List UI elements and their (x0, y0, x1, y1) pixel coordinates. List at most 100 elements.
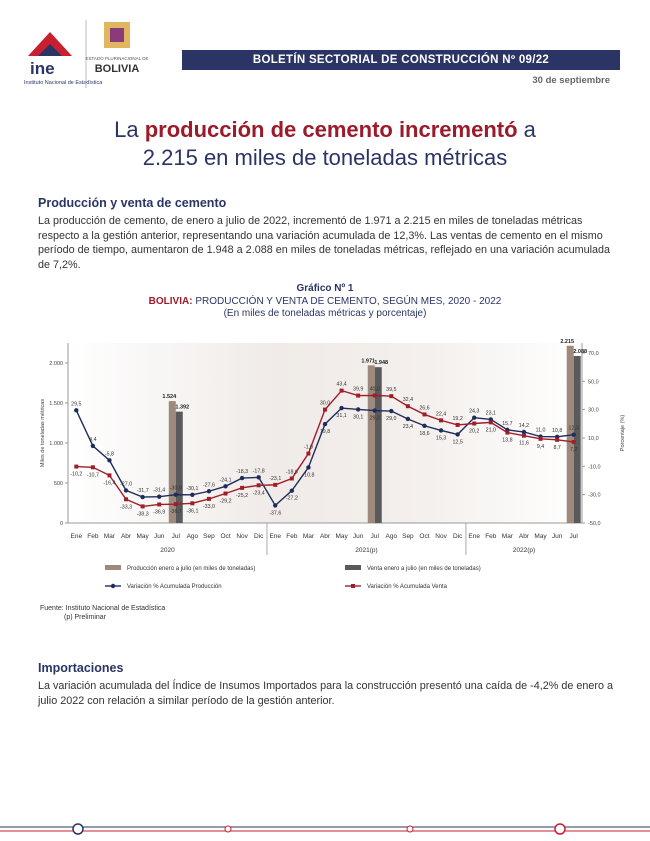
line-label: 43,4 (336, 382, 346, 388)
line-marker (389, 408, 394, 414)
x-tick-label: Ago (187, 533, 199, 540)
line-label: 22,4 (436, 411, 446, 417)
line-marker (107, 458, 112, 463)
bar (566, 345, 574, 523)
line-marker (405, 404, 410, 409)
legend-marker (351, 584, 355, 588)
line-marker (356, 393, 361, 398)
line-marker (273, 503, 278, 508)
line-label: 29,5 (71, 401, 81, 407)
line-marker (372, 408, 377, 413)
line-label: -33,0 (203, 504, 215, 510)
chart-header: Gráfico Nº 1 BOLIVIA: PRODUCCIÓN Y VENTA… (0, 283, 650, 321)
legend-label: Variación % Acumulada Venta (367, 584, 448, 590)
line-label: -10,2 (70, 472, 82, 478)
line-label: -25,2 (236, 493, 248, 499)
emblem (110, 28, 124, 42)
legend-label: Producción enero a julio (en miles de to… (127, 566, 255, 572)
logos: ine Instituto Nacional de Estadística ES… (24, 20, 149, 88)
line-marker (389, 394, 394, 399)
line-label: -30,0 (170, 486, 182, 492)
legend-swatch (345, 565, 361, 570)
line-label: -5,8 (105, 451, 114, 457)
line-marker (339, 405, 344, 411)
x-tick-label: Jul (172, 533, 181, 540)
line-label: -31,4 (153, 488, 165, 494)
line-marker (206, 489, 212, 494)
footer-dot (72, 823, 84, 835)
line-marker (74, 464, 79, 469)
y-tick-label: 2.000 (49, 361, 63, 367)
bar-label: 1.392 (175, 405, 189, 411)
x-tick-label: May (136, 533, 149, 540)
x-tick-label: Feb (485, 533, 497, 540)
line-label: -18,6 (286, 469, 298, 475)
line-label: -29,2 (219, 499, 231, 505)
line-label: -16,4 (103, 480, 115, 486)
x-tick-label: Feb (286, 533, 298, 540)
logo-shape (38, 44, 62, 56)
x-tick-label: May (335, 533, 348, 540)
headline-line: 2.215 en miles de toneladas métricas (142, 145, 508, 170)
date: 30 de septiembre (532, 75, 610, 86)
y-axis-label: Miles de toneladas métricas (40, 399, 46, 467)
line-marker (438, 428, 444, 433)
line-marker (306, 451, 311, 456)
legend-marker (110, 583, 116, 589)
line-marker (256, 475, 261, 480)
x-tick-label: Ene (269, 533, 281, 540)
line-marker (140, 494, 145, 500)
x-tick-label: Dic (254, 533, 264, 540)
line-label: -10,7 (87, 472, 99, 478)
line-label: -33,3 (120, 504, 132, 510)
x-tick-label: Oct (419, 533, 429, 540)
line-marker (355, 407, 361, 412)
line-label: 10,8 (552, 428, 562, 434)
line-label: -23,1 (269, 476, 281, 482)
line-marker (90, 443, 96, 449)
line-label: 31,1 (336, 413, 346, 419)
line-marker (190, 492, 195, 497)
logo-text: ine (30, 59, 55, 78)
x-tick-label: Ene (468, 533, 480, 540)
line-marker (157, 502, 162, 507)
y2-tick-label: 30,0 (588, 408, 599, 414)
x-tick-label: Oct (220, 533, 230, 540)
line-marker (107, 473, 112, 478)
line-label: -27,6 (203, 482, 215, 488)
logo-caption: Instituto Nacional de Estadística (24, 80, 103, 86)
line-label: 8,7 (553, 445, 560, 451)
line-marker (256, 483, 261, 488)
footer-dot (554, 823, 566, 835)
line-label: -23,4 (253, 490, 265, 496)
y2-tick-label: -30,0 (588, 493, 601, 499)
line-label: 20,2 (469, 429, 479, 435)
bar (367, 365, 375, 523)
line-marker (240, 485, 245, 490)
line-marker (322, 421, 328, 427)
line-label: 19,8 (320, 429, 330, 435)
line-marker (223, 484, 228, 489)
line-marker (505, 430, 510, 435)
line-marker (422, 423, 427, 428)
line-label: 15,7 (502, 421, 512, 427)
line-marker (140, 504, 145, 509)
line-label: -10,8 (302, 472, 314, 478)
line-marker (123, 488, 129, 493)
line-label: 30,0 (320, 401, 330, 407)
section-text: La variación acumulada del Índice de Ins… (38, 680, 613, 707)
note-text: (p) Preliminar (64, 614, 107, 621)
x-tick-label: Dic (453, 533, 463, 540)
line-label: -37,6 (269, 510, 281, 516)
x-tick-label: Mar (104, 533, 116, 540)
footer-dot (224, 825, 232, 833)
chart-title-prefix: BOLIVIA: (148, 295, 193, 307)
source: Fuente: Instituto Nacional de Estadístic… (40, 604, 165, 622)
line-marker (323, 407, 327, 412)
line-label: -30,1 (186, 486, 198, 492)
line-marker (521, 433, 526, 438)
line-marker (289, 488, 295, 493)
line-label: -17,8 (253, 468, 265, 474)
line-label: 40,0 (370, 386, 380, 392)
x-tick-label: Jul (371, 533, 380, 540)
